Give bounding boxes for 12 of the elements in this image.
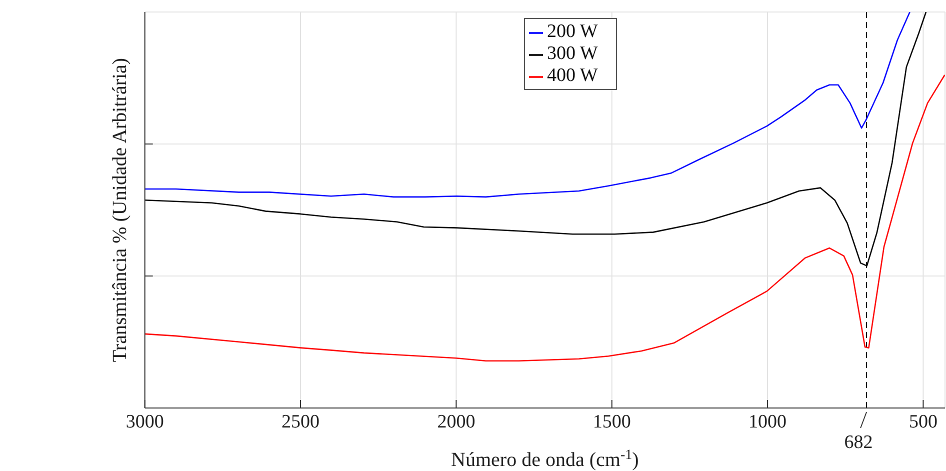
x-axis-title: Número de onda (cm$^{-1}$) [451, 448, 639, 471]
x-tick-label: 1500 [592, 411, 631, 432]
x-tick-label: 3000 [126, 411, 164, 432]
legend-label: 400 W [547, 65, 598, 86]
x-tick-label: 2500 [282, 411, 320, 432]
ref-line-label: 682 [844, 432, 873, 453]
legend-label: 300 W [547, 43, 598, 64]
x-tick-label: 1000 [748, 411, 787, 432]
x-tick-label: 500 [908, 411, 938, 432]
y-axis-title: Transmitância % (Unidade Arbitrária) [108, 58, 130, 362]
legend-label: 200 W [547, 21, 598, 42]
x-tick-label: 2000 [437, 411, 476, 432]
